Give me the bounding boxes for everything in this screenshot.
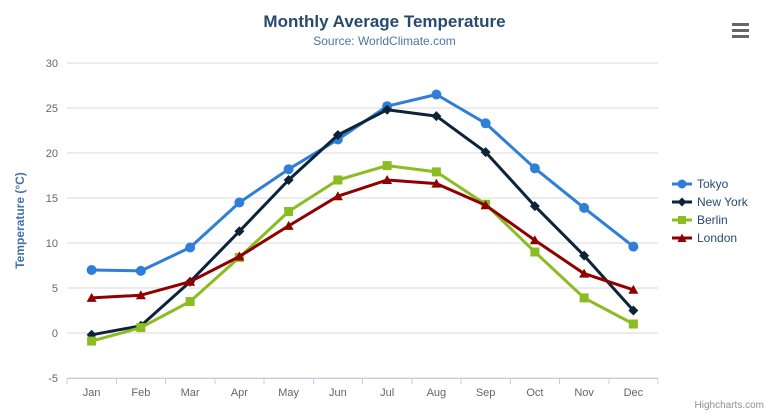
y-axis-title: Temperature (°C) — [13, 172, 27, 269]
data-point-new-york[interactable] — [332, 130, 343, 140]
data-point-tokyo[interactable] — [185, 242, 196, 253]
hamburger-icon — [731, 22, 749, 38]
export-menu-button[interactable] — [730, 20, 750, 40]
data-point-london[interactable] — [382, 175, 393, 184]
data-point-tokyo[interactable] — [628, 241, 639, 252]
x-axis-label: Jul — [380, 387, 394, 399]
x-axis-label: Aug — [427, 387, 447, 399]
triangle-marker-icon — [672, 233, 692, 242]
y-axis-label: 0 — [52, 328, 58, 340]
x-axis-label: Dec — [624, 387, 644, 399]
series-line-berlin — [90, 164, 635, 343]
data-point-london[interactable] — [234, 251, 245, 261]
data-point-berlin[interactable] — [382, 161, 392, 171]
series-line-new-york — [90, 108, 635, 337]
data-point-new-york[interactable] — [431, 111, 442, 122]
data-point-berlin[interactable] — [431, 167, 441, 177]
data-point-new-york[interactable] — [529, 201, 540, 212]
y-axis-label: 20 — [46, 148, 58, 160]
circle-marker-icon — [672, 179, 692, 189]
legend-item-label: Berlin — [697, 213, 728, 227]
legend: Tokyo New York Berlin London — [672, 175, 748, 247]
y-axis-label: 5 — [52, 283, 58, 295]
x-axis-label: May — [278, 387, 299, 399]
data-point-london[interactable] — [135, 290, 146, 300]
series-line-london — [90, 178, 635, 300]
legend-item-label: Tokyo — [697, 177, 729, 191]
data-point-london[interactable] — [529, 235, 540, 245]
data-point-london[interactable] — [185, 276, 196, 286]
legend-item-tokyo[interactable]: Tokyo — [672, 175, 748, 193]
data-point-tokyo[interactable] — [135, 265, 146, 276]
data-point-london[interactable] — [628, 284, 639, 294]
x-axis-label: Jun — [329, 387, 347, 399]
legend-item-berlin[interactable]: Berlin — [672, 211, 748, 229]
data-point-london[interactable] — [86, 292, 97, 302]
data-point-new-york[interactable] — [480, 147, 491, 158]
data-point-berlin[interactable] — [284, 207, 294, 216]
data-point-london[interactable] — [480, 200, 491, 210]
diamond-marker-icon — [672, 197, 692, 207]
y-axis-label: 25 — [46, 103, 58, 115]
data-point-berlin[interactable] — [628, 319, 638, 329]
x-axis-label: Sep — [476, 387, 496, 399]
data-point-berlin[interactable] — [333, 175, 343, 185]
data-point-berlin[interactable] — [136, 323, 146, 333]
data-point-london[interactable] — [332, 191, 343, 201]
y-axis-label: 10 — [46, 238, 58, 250]
y-axis-label: 30 — [46, 58, 58, 70]
data-point-london[interactable] — [579, 268, 590, 278]
data-point-tokyo[interactable] — [283, 164, 294, 175]
square-marker-icon — [672, 216, 692, 224]
legend-item-london[interactable]: London — [672, 229, 748, 247]
x-axis-label: Oct — [526, 387, 543, 399]
data-point-tokyo[interactable] — [86, 265, 97, 275]
chart-subtitle: Source: WorldClimate.com — [313, 34, 456, 48]
data-point-tokyo[interactable] — [579, 202, 590, 213]
data-point-new-york[interactable] — [628, 305, 639, 316]
data-point-berlin[interactable] — [87, 336, 97, 346]
data-point-berlin[interactable] — [185, 297, 195, 306]
x-axis-label: Jan — [83, 387, 101, 399]
x-axis-label: Mar — [181, 387, 200, 399]
x-axis-label: Apr — [231, 387, 248, 399]
legend-item-new-york[interactable]: New York — [672, 193, 748, 211]
data-point-tokyo[interactable] — [234, 197, 245, 208]
x-axis-label: Feb — [131, 387, 150, 399]
data-point-tokyo[interactable] — [480, 118, 491, 129]
data-point-tokyo[interactable] — [529, 163, 540, 174]
legend-item-label: London — [697, 231, 738, 245]
data-point-london[interactable] — [431, 178, 442, 188]
y-axis-label: 15 — [46, 193, 58, 205]
y-axis-label: -5 — [48, 373, 58, 385]
data-point-london[interactable] — [283, 220, 294, 230]
chart-title: Monthly Average Temperature — [263, 12, 506, 31]
data-point-new-york[interactable] — [382, 104, 393, 115]
data-point-berlin[interactable] — [579, 293, 589, 303]
x-axis-label: Nov — [574, 387, 594, 399]
data-point-new-york[interactable] — [283, 175, 294, 185]
data-point-new-york[interactable] — [234, 226, 245, 237]
data-point-tokyo[interactable] — [431, 89, 442, 100]
legend-item-label: New York — [697, 195, 748, 209]
data-point-new-york[interactable] — [579, 250, 590, 261]
data-point-berlin[interactable] — [530, 247, 540, 257]
credits-link[interactable]: Highcharts.com — [694, 400, 764, 411]
